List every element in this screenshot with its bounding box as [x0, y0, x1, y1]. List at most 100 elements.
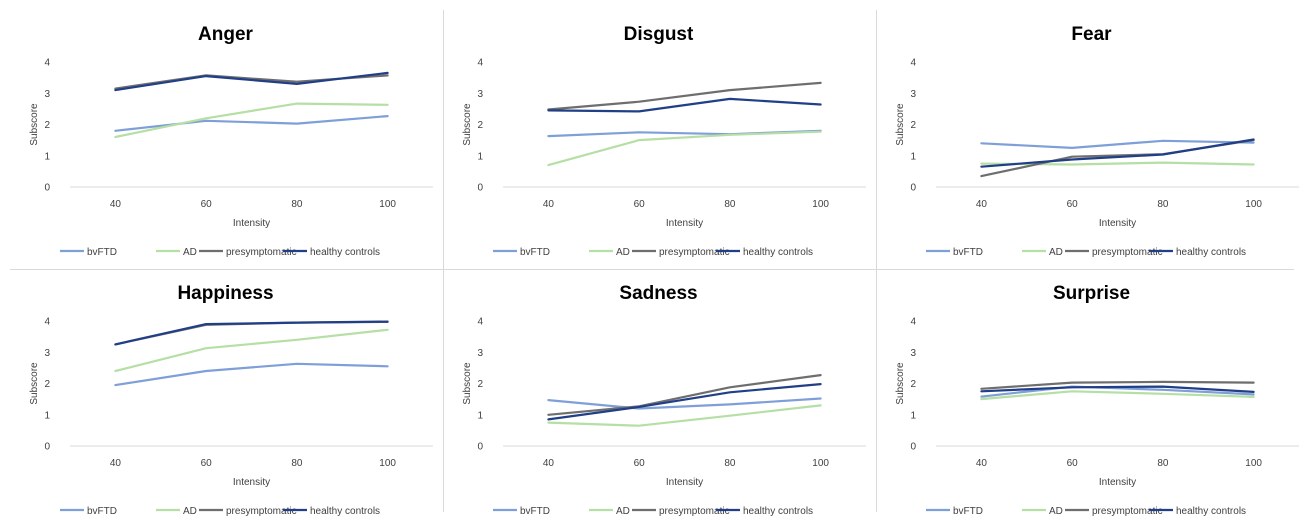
x-axis-label: Intensity [1099, 477, 1136, 488]
y-tick-label: 2 [910, 120, 916, 131]
x-tick-label: 40 [976, 199, 988, 210]
legend-label-ad: AD [1049, 506, 1063, 517]
series-line-healthy-controls [547, 382, 822, 421]
x-tick-label: 100 [812, 458, 829, 469]
series-line-bvftd [114, 362, 389, 387]
y-tick-label: 3 [44, 348, 50, 359]
chart-svg: Surprise 0 1 2 3 4 40 60 80 100 Intensity Subscore b… [895, 283, 1299, 517]
y-tick-label: 2 [44, 120, 50, 131]
x-axis-label: Intensity [233, 218, 270, 229]
y-tick-label: 0 [910, 183, 916, 194]
y-tick-label: 1 [44, 151, 50, 162]
legend-label-presymptomatic: presymptomatic [226, 506, 297, 517]
legend-label-healthy-controls: healthy controls [743, 506, 813, 517]
x-tick-label: 80 [1157, 199, 1169, 210]
chart-title: Happiness [177, 283, 273, 304]
series-line-healthy-controls [114, 71, 389, 92]
chart-panel-surprise: Surprise 0 1 2 3 4 40 60 80 100 Intensity Subscore b… [876, 259, 1304, 518]
y-axis-label: Subscore [895, 362, 906, 405]
panel-divider [876, 10, 877, 512]
legend-label-bvftd: bvFTD [87, 247, 117, 258]
chart-svg: Disgust 0 1 2 3 4 40 60 80 100 Intensity Subscore bv… [462, 24, 866, 258]
legend-label-bvftd: bvFTD [953, 506, 983, 517]
series-line-ad [114, 102, 389, 139]
chart-title: Disgust [624, 24, 694, 45]
chart-title: Fear [1071, 24, 1112, 45]
y-tick-label: 3 [477, 89, 483, 100]
y-tick-label: 0 [910, 442, 916, 453]
x-tick-label: 100 [812, 199, 829, 210]
x-tick-label: 60 [1067, 199, 1079, 210]
series-line-presymptomatic [547, 81, 822, 111]
series-line-healthy-controls [980, 138, 1255, 168]
legend-label-bvftd: bvFTD [520, 506, 550, 517]
x-tick-label: 40 [110, 458, 122, 469]
series-line-bvftd [980, 139, 1255, 149]
y-axis-label: Subscore [29, 103, 40, 146]
chart-svg: Sadness 0 1 2 3 4 40 60 80 100 Intensity Subscore bv… [462, 283, 866, 517]
x-tick-label: 80 [291, 199, 303, 210]
x-tick-label: 80 [724, 199, 736, 210]
y-tick-label: 3 [910, 89, 916, 100]
panel-divider [443, 10, 444, 512]
chart-panel-happiness: Happiness 0 1 2 3 4 40 60 80 100 Intensity Subscore… [10, 259, 444, 518]
legend-label-healthy-controls: healthy controls [310, 247, 380, 258]
chart-panel-fear: Fear 0 1 2 3 4 40 60 80 100 Intensity Subscore bvFTD… [876, 0, 1304, 259]
y-tick-label: 2 [44, 379, 50, 390]
x-tick-label: 80 [724, 458, 736, 469]
legend-label-ad: AD [616, 247, 630, 258]
y-tick-label: 2 [910, 379, 916, 390]
series-line-healthy-controls [547, 97, 822, 113]
y-tick-label: 0 [44, 442, 50, 453]
chart-title: Surprise [1053, 283, 1130, 304]
y-tick-label: 2 [477, 120, 483, 131]
series-line-bvftd [980, 385, 1255, 398]
legend-label-ad: AD [616, 506, 630, 517]
y-tick-label: 0 [477, 442, 483, 453]
x-tick-label: 40 [976, 458, 988, 469]
x-tick-label: 80 [291, 458, 303, 469]
x-axis-label: Intensity [666, 477, 703, 488]
x-tick-label: 40 [110, 199, 122, 210]
x-tick-label: 40 [543, 199, 555, 210]
y-axis-label: Subscore [895, 103, 906, 146]
x-axis-label: Intensity [233, 477, 270, 488]
legend-label-ad: AD [183, 247, 197, 258]
series-line-healthy-controls [114, 320, 389, 346]
legend-label-healthy-controls: healthy controls [743, 247, 813, 258]
y-tick-label: 3 [910, 348, 916, 359]
y-tick-label: 3 [44, 89, 50, 100]
x-tick-label: 100 [379, 458, 396, 469]
y-tick-label: 1 [477, 410, 483, 421]
chart-panel-anger: Anger 0 1 2 3 4 40 60 80 100 Intensity Subscore bvFT… [10, 0, 444, 259]
x-tick-label: 60 [201, 458, 213, 469]
y-tick-label: 2 [477, 379, 483, 390]
y-axis-label: Subscore [462, 362, 473, 405]
legend-label-presymptomatic: presymptomatic [1092, 247, 1163, 258]
legend-label-presymptomatic: presymptomatic [226, 247, 297, 258]
x-tick-label: 60 [1067, 458, 1079, 469]
x-axis-label: Intensity [666, 218, 703, 229]
y-axis-label: Subscore [462, 103, 473, 146]
legend-label-healthy-controls: healthy controls [1176, 506, 1246, 517]
y-tick-label: 0 [477, 183, 483, 194]
series-line-bvftd [114, 114, 389, 132]
y-tick-label: 4 [910, 317, 916, 328]
legend-label-bvftd: bvFTD [953, 247, 983, 258]
chart-svg: Fear 0 1 2 3 4 40 60 80 100 Intensity Subscore bvFTD… [895, 24, 1299, 258]
legend-label-healthy-controls: healthy controls [1176, 247, 1246, 258]
series-line-presymptomatic [114, 320, 389, 346]
x-tick-label: 40 [543, 458, 555, 469]
y-tick-label: 1 [910, 410, 916, 421]
y-tick-label: 0 [44, 183, 50, 194]
legend-label-bvftd: bvFTD [520, 247, 550, 258]
legend-label-bvftd: bvFTD [87, 506, 117, 517]
chart-title: Anger [198, 24, 254, 45]
y-tick-label: 3 [477, 348, 483, 359]
series-line-healthy-controls [980, 385, 1255, 393]
series-line-presymptomatic [547, 373, 822, 416]
y-tick-label: 1 [910, 151, 916, 162]
legend-label-presymptomatic: presymptomatic [659, 247, 730, 258]
y-tick-label: 4 [910, 58, 916, 69]
